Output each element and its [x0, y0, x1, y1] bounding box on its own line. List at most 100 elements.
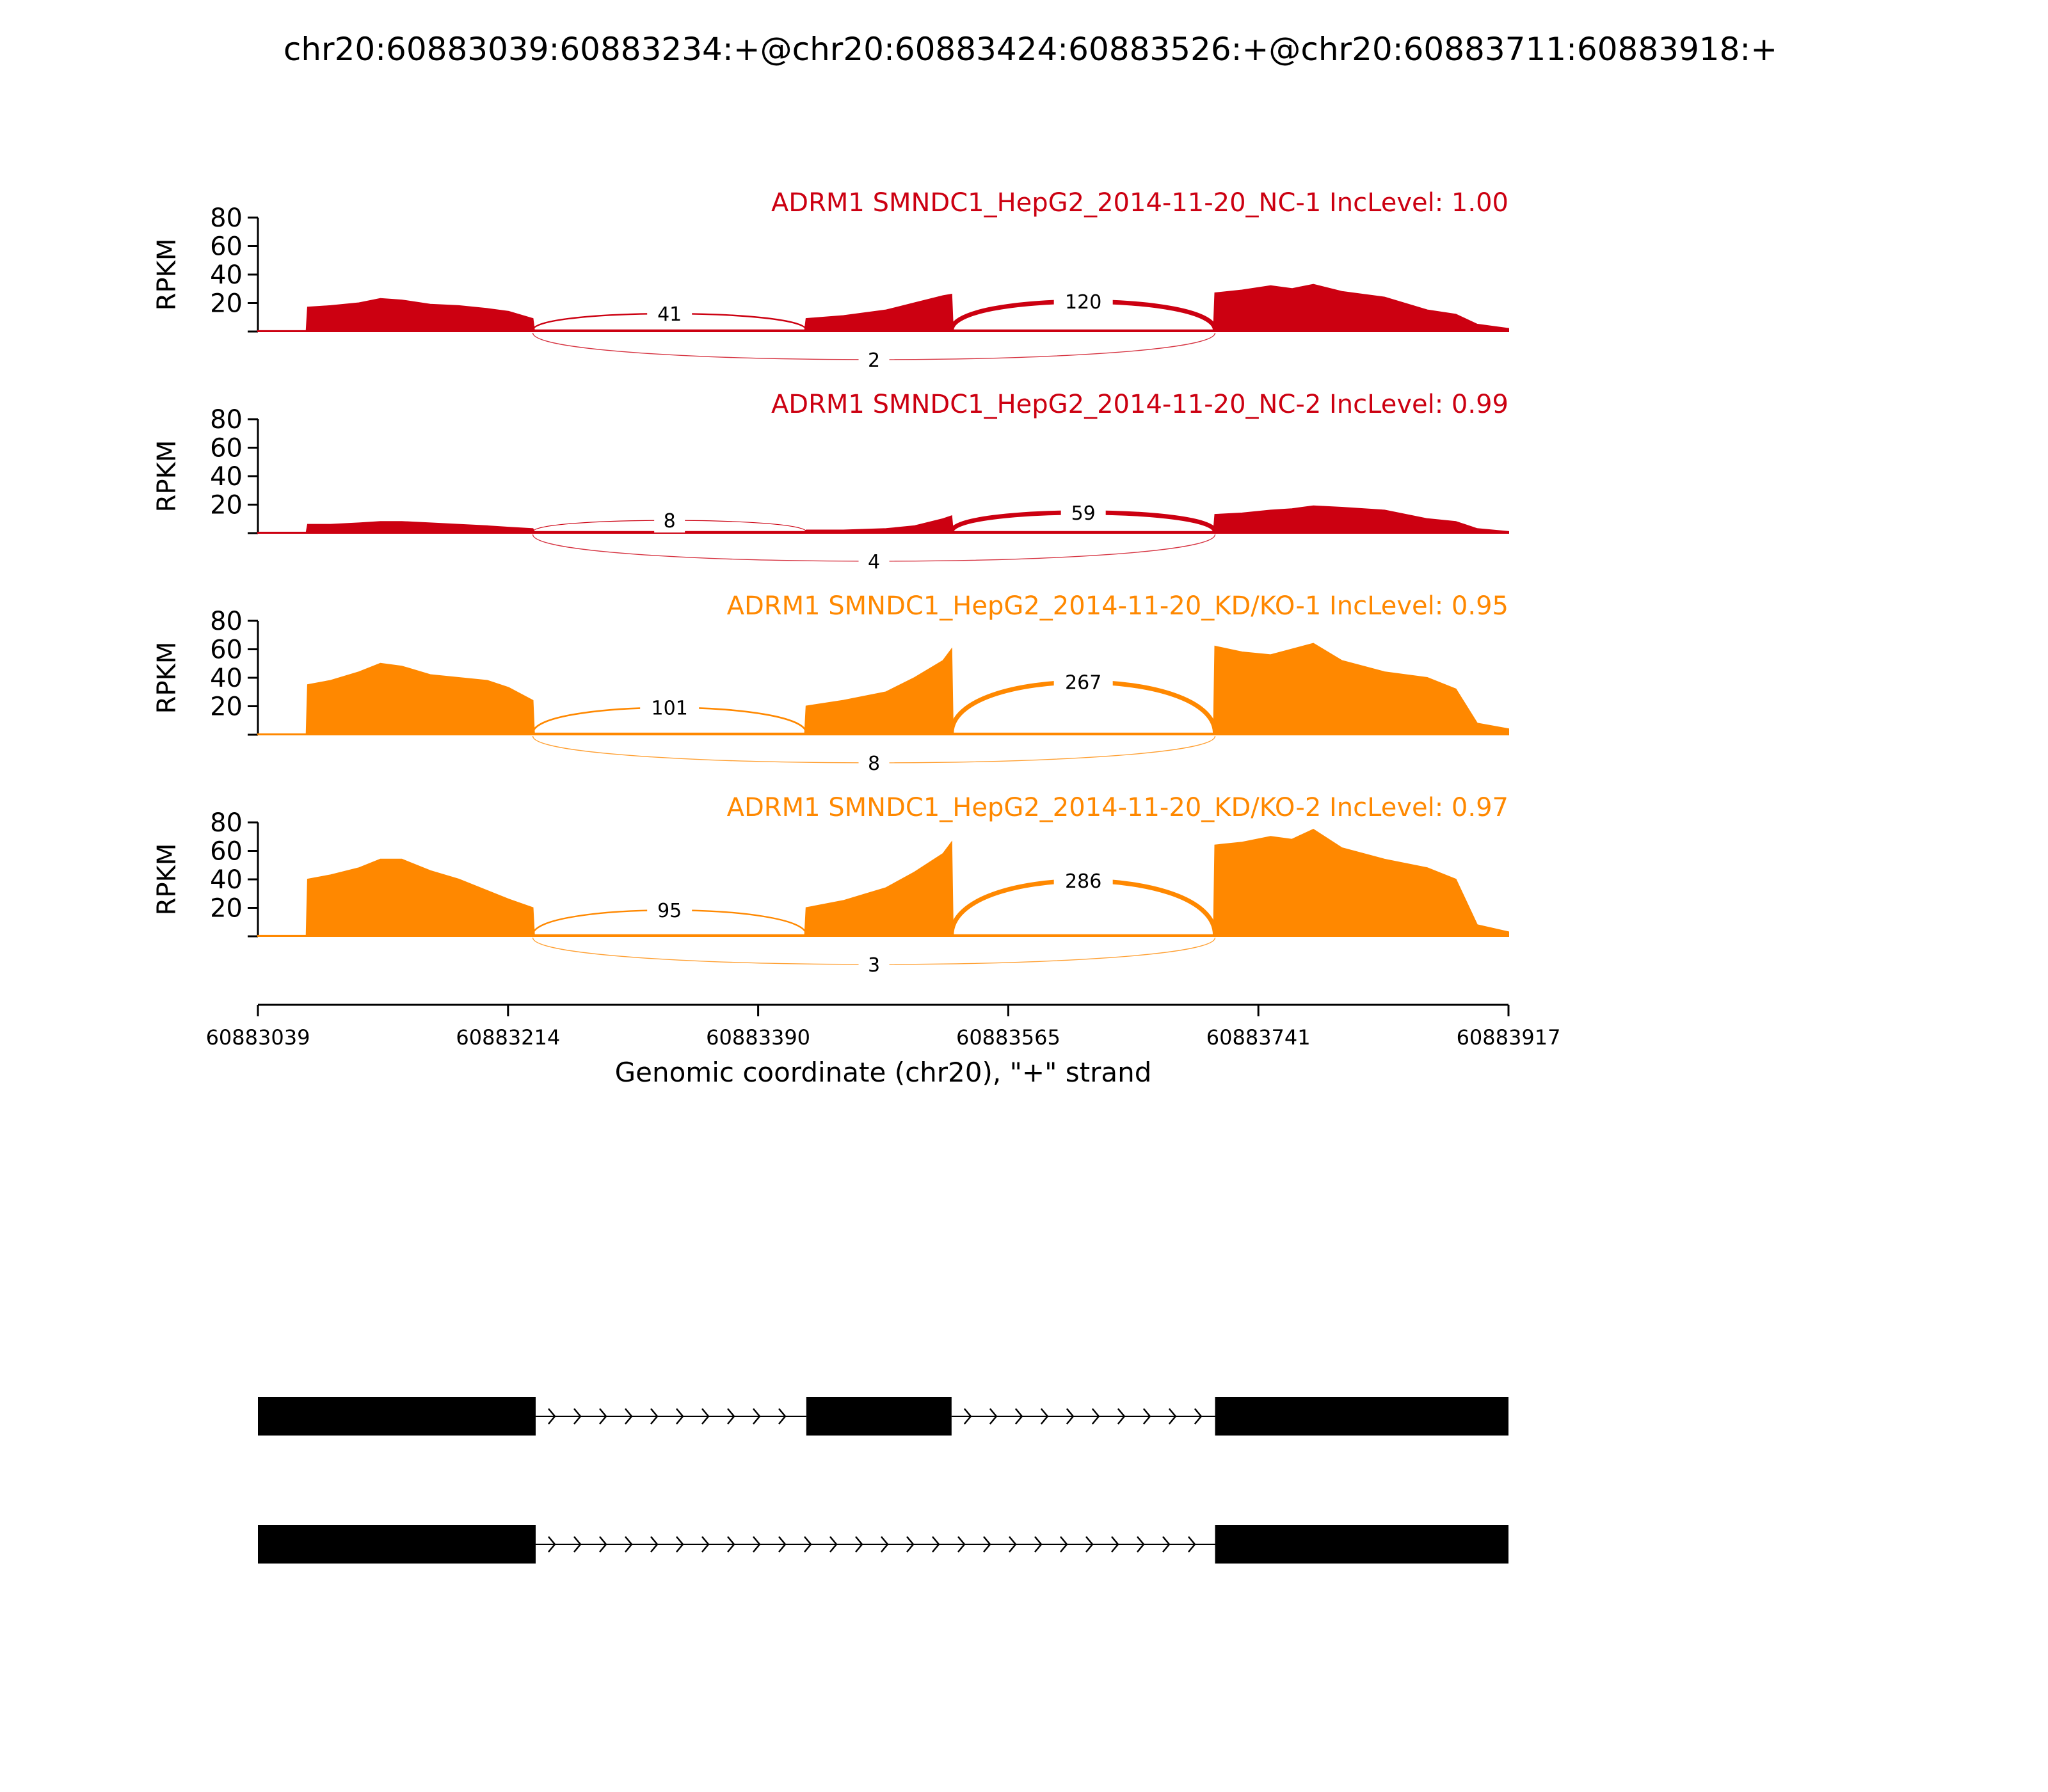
strand-arrow — [599, 1408, 607, 1425]
x-tick-label: 60883214 — [456, 1025, 560, 1050]
strand-arrow — [1014, 1408, 1023, 1425]
chart-title: chr20:60883039:60883234:+@chr20:60883424… — [284, 31, 1777, 68]
junction-label-box — [858, 751, 890, 775]
strand-arrow — [829, 1536, 838, 1553]
y-tick-label: 20 — [210, 491, 243, 520]
isoform-2 — [258, 1525, 1508, 1564]
junction-label-box — [1053, 868, 1113, 893]
strand-arrow — [1040, 1408, 1049, 1425]
strand-arrow — [625, 1408, 633, 1425]
strand-arrow — [573, 1536, 582, 1553]
junction-label-box — [858, 549, 890, 573]
x-tick-label: 60883390 — [706, 1025, 810, 1050]
strand-arrow — [855, 1536, 863, 1553]
y-tick-label: 80 — [210, 204, 243, 233]
junction-label: 3 — [868, 954, 880, 977]
strand-arrow — [676, 1408, 684, 1425]
strand-arrow — [1188, 1536, 1196, 1553]
strand-arrow — [932, 1536, 940, 1553]
junction-label-box — [1060, 500, 1106, 525]
isoform-structures — [258, 1397, 1508, 1564]
junction-label-box — [647, 301, 692, 326]
track-label: ADRM1 SMNDC1_HepG2_2014-11-20_KD/KO-1 In… — [727, 591, 1508, 621]
junction-label-box — [858, 348, 890, 372]
strand-arrow — [957, 1536, 966, 1553]
strand-arrow — [753, 1408, 761, 1425]
strand-arrow — [701, 1408, 710, 1425]
strand-arrow — [983, 1536, 991, 1553]
strand-arrow — [989, 1408, 998, 1425]
strand-arrow — [1142, 1408, 1151, 1425]
strand-arrow — [1034, 1536, 1043, 1553]
isoform-1 — [258, 1397, 1508, 1436]
y-tick-label: 80 — [210, 607, 243, 636]
x-axis-label: Genomic coordinate (chr20), "+" strand — [615, 1057, 1152, 1088]
junction-label: 267 — [1065, 672, 1101, 694]
coverage-area — [257, 284, 1509, 332]
strand-arrow — [548, 1408, 556, 1425]
strand-arrow — [1168, 1408, 1177, 1425]
y-tick-label: 40 — [210, 664, 243, 693]
junction-label-box — [647, 898, 692, 923]
junction-label-box — [1053, 289, 1113, 314]
x-axis: 60883039 60883214 60883390 60883565 60883741… — [206, 1004, 1560, 1050]
x-tick-label: 60883039 — [206, 1025, 310, 1050]
track-label: ADRM1 SMNDC1_HepG2_2014-11-20_KD/KO-2 In… — [727, 793, 1508, 822]
strand-arrow — [1111, 1536, 1119, 1553]
exon-block — [806, 1397, 952, 1436]
y-tick-label: 80 — [210, 405, 243, 435]
junction-label-box — [640, 695, 700, 720]
strand-arrow — [1085, 1536, 1094, 1553]
coverage-area — [257, 505, 1509, 534]
junction-label-box — [654, 508, 685, 533]
y-tick-label: 40 — [210, 462, 243, 492]
y-tick-label: 40 — [210, 865, 243, 895]
x-tick-label: 60883741 — [1206, 1025, 1311, 1050]
junction-label: 286 — [1065, 870, 1101, 893]
junction-label: 95 — [657, 900, 682, 922]
junction-label: 2 — [868, 349, 880, 372]
strand-arrow — [963, 1408, 972, 1425]
strand-arrow — [650, 1536, 659, 1553]
strand-arrow — [778, 1408, 787, 1425]
y-tick-label: 60 — [210, 434, 243, 463]
coverage-area — [257, 643, 1509, 735]
exon-block — [258, 1525, 536, 1564]
junction-label: 101 — [652, 698, 688, 720]
y-tick-label: 20 — [210, 692, 243, 722]
strand-arrow — [753, 1536, 761, 1553]
junction-label: 8 — [868, 753, 880, 775]
strand-arrow — [906, 1536, 915, 1553]
strand-arrow — [1137, 1536, 1145, 1553]
y-axis-label: RPKM — [152, 440, 182, 513]
exon-block — [258, 1397, 536, 1436]
strand-arrow — [599, 1536, 607, 1553]
strand-arrow — [701, 1536, 710, 1553]
track-label: ADRM1 SMNDC1_HepG2_2014-11-20_NC-1 IncLe… — [771, 188, 1508, 218]
strand-arrow — [1194, 1408, 1203, 1425]
strand-arrow — [727, 1408, 735, 1425]
coverage-area — [257, 828, 1509, 937]
y-axis-label: RPKM — [152, 844, 182, 916]
strand-arrow — [625, 1536, 633, 1553]
track-label: ADRM1 SMNDC1_HepG2_2014-11-20_NC-2 IncLe… — [771, 390, 1508, 419]
junction-label: 120 — [1065, 291, 1101, 314]
y-tick-label: 80 — [210, 808, 243, 838]
strand-arrow — [650, 1408, 659, 1425]
strand-arrow — [548, 1536, 556, 1553]
junction-label-box — [1053, 669, 1113, 694]
x-tick-label: 60883565 — [956, 1025, 1060, 1050]
strand-arrow — [804, 1536, 812, 1553]
junction-label: 4 — [868, 551, 880, 573]
y-tick-label: 60 — [210, 636, 243, 665]
strand-arrow — [778, 1536, 787, 1553]
exon-block — [1215, 1525, 1508, 1564]
y-tick-label: 40 — [210, 260, 243, 290]
strand-arrow — [573, 1408, 582, 1425]
junction-label: 59 — [1071, 502, 1096, 525]
y-axis-label: RPKM — [152, 642, 182, 714]
